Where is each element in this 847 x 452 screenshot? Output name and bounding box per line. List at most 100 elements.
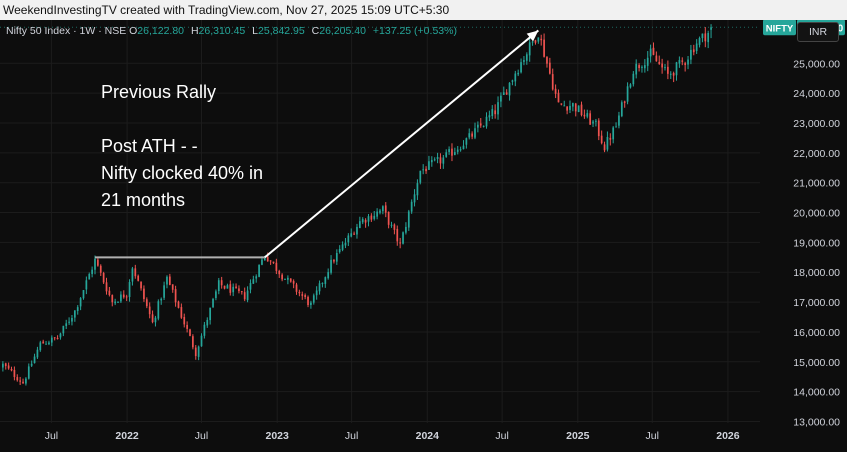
- candle-body: [690, 49, 692, 60]
- candle-body: [145, 299, 148, 307]
- candle-body: [53, 337, 56, 339]
- candle-body: [298, 291, 301, 294]
- candle-body: [390, 224, 393, 226]
- candle-body: [238, 288, 240, 292]
- x-tick-label: 2025: [566, 430, 590, 442]
- candle-body: [278, 270, 281, 275]
- candle-body: [566, 106, 568, 111]
- symbol-tag-label: NIFTY: [766, 23, 794, 34]
- chart-background: [0, 20, 847, 452]
- candle-body: [661, 63, 663, 68]
- candle-body: [249, 283, 252, 290]
- candle-body: [367, 216, 370, 222]
- candle-body: [546, 56, 548, 64]
- candle-body: [157, 301, 160, 319]
- candle-body: [356, 226, 358, 235]
- candle-body: [223, 285, 226, 289]
- candle-body: [396, 228, 399, 242]
- candle-body: [347, 235, 350, 243]
- candle-body: [658, 61, 661, 64]
- candle-body: [491, 109, 494, 117]
- candle-body: [154, 317, 157, 323]
- candle-body: [595, 120, 597, 122]
- candle-body: [672, 73, 675, 76]
- candle-body: [652, 47, 655, 55]
- candle-body: [707, 32, 710, 43]
- candle-body: [255, 276, 258, 279]
- candle-body: [384, 205, 387, 213]
- candle-body: [528, 42, 531, 56]
- annotation-nifty-clocked: Nifty clocked 40% in: [101, 163, 264, 183]
- x-tick-label: 2023: [266, 430, 290, 442]
- candle-body: [226, 285, 229, 289]
- candle-body: [94, 258, 96, 270]
- candle-body: [62, 325, 65, 334]
- candlestick-chart[interactable]: 13,000.00 14,000.00 15,000.00 16,000.00 17,0…: [0, 20, 847, 452]
- candle-body: [194, 347, 197, 357]
- candle-body: [482, 125, 485, 127]
- candle-body: [39, 342, 42, 351]
- candle-body: [232, 286, 235, 293]
- candle-body: [284, 278, 286, 280]
- legend-high-label: H: [190, 25, 199, 37]
- candle-body: [125, 296, 128, 298]
- candle-body: [589, 113, 592, 125]
- candle-body: [534, 40, 537, 43]
- candle-body: [25, 378, 27, 384]
- candle-body: [635, 63, 638, 75]
- candle-body: [615, 126, 617, 128]
- candle-body: [583, 114, 586, 117]
- candle-body: [442, 157, 445, 164]
- candle-body: [16, 377, 19, 381]
- candle-body: [620, 102, 623, 117]
- candle-body: [419, 170, 422, 183]
- candle-body: [318, 283, 321, 292]
- candle-body: [36, 349, 39, 358]
- candle-body: [266, 256, 269, 262]
- candle-body: [695, 43, 698, 51]
- candle-body: [514, 73, 517, 82]
- annotation-post-ath: Post ATH - -: [101, 136, 198, 156]
- candle-body: [433, 159, 436, 161]
- candle-body: [494, 110, 497, 115]
- candle-body: [704, 33, 707, 42]
- legend-low-label: L: [252, 25, 259, 37]
- candle-body: [246, 290, 249, 301]
- legend-open: 26,122.80: [137, 25, 185, 37]
- candle-body: [632, 73, 635, 85]
- candle-body: [114, 301, 117, 304]
- currency-button[interactable]: INR: [797, 22, 839, 42]
- candle-body: [508, 82, 511, 96]
- candle-body: [606, 136, 609, 150]
- candle-body: [50, 337, 53, 343]
- x-tick-label: 2022: [115, 430, 139, 442]
- candle-body: [143, 288, 145, 299]
- candle-body: [212, 298, 214, 308]
- candle-body: [217, 280, 220, 291]
- candle-body: [531, 41, 534, 43]
- candle-body: [117, 301, 119, 303]
- candle-body: [174, 289, 177, 303]
- candle-body: [33, 356, 36, 364]
- candle-body: [59, 333, 62, 338]
- candle-body: [327, 272, 330, 279]
- candle-body: [82, 290, 85, 299]
- candle-body: [623, 101, 626, 103]
- candle-body: [520, 62, 522, 73]
- candle-body: [474, 128, 476, 138]
- annotation-duration: 21 months: [101, 190, 186, 210]
- candle-body: [79, 298, 82, 307]
- candle-body: [393, 224, 396, 230]
- candle-body: [281, 274, 283, 280]
- candle-body: [88, 274, 91, 280]
- candle-body: [163, 285, 165, 298]
- candle-body: [698, 37, 701, 45]
- candle-body: [439, 157, 442, 164]
- candle-body: [295, 284, 298, 292]
- chart-area[interactable]: 13,000.00 14,000.00 15,000.00 16,000.00 17,0…: [0, 20, 847, 452]
- candle-body: [344, 242, 347, 246]
- candle-body: [292, 281, 295, 284]
- candle-body: [335, 252, 338, 262]
- candle-body: [42, 341, 45, 344]
- candle-body: [710, 27, 712, 30]
